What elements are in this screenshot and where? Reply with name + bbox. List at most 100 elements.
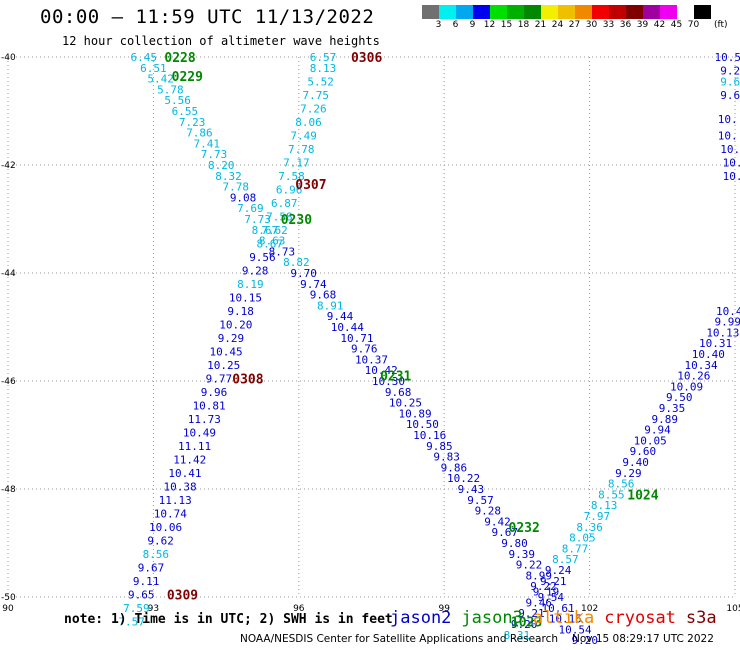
swh-data-label: 5.56 [164, 94, 191, 107]
color-scale-swatch [609, 5, 626, 19]
swh-data-label: 10.25 [389, 397, 422, 410]
swh-data-label: 9.44 [327, 310, 354, 323]
color-scale-label: 18 [517, 20, 530, 30]
swh-data-label: 9.68 [310, 289, 337, 302]
swh-data-label: 7.41 [193, 137, 220, 150]
swh-data-label: 7.73 [201, 148, 228, 161]
legend-item: jason2 [390, 608, 452, 628]
swh-data-label: 9.46 [525, 596, 552, 609]
swh-data-label: 5.78 [157, 83, 184, 96]
swh-data-label: 11.13 [159, 494, 192, 507]
swh-data-label: 10.42 [365, 364, 398, 377]
swh-data-label: 10.06 [149, 521, 182, 534]
swh-data-label: 8.13 [591, 499, 618, 512]
swh-data-label: 11.11 [178, 440, 211, 453]
color-scale-label: 6 [452, 20, 459, 30]
swh-data-label: 9.22 [530, 580, 557, 593]
swh-data-label: 10.45 [210, 345, 243, 358]
swh-data-label: 6.51 [140, 62, 167, 75]
swh-data-label: 9.18 [227, 305, 254, 318]
x-tick-label: 99 [438, 604, 450, 614]
swh-data-label: 9.96 [201, 386, 228, 399]
x-tick-label: 93 [148, 604, 159, 614]
chart-subtitle: 12 hour collection of altimeter wave hei… [62, 34, 380, 48]
swh-data-label: 7.58 [266, 210, 293, 223]
swh-data-label: 9.56 [249, 251, 276, 264]
time-label: 0231 [380, 370, 411, 385]
time-label: 0306 [351, 51, 382, 66]
color-scale-swatch [592, 5, 609, 19]
swh-data-label: 9.60 [630, 445, 657, 458]
time-label: 0232 [509, 521, 540, 536]
swh-data-label: 10.30 [372, 375, 405, 388]
color-scale-swatch [422, 5, 439, 19]
time-label: 0230 [281, 213, 312, 228]
swh-data-label: 8.13 [310, 62, 337, 75]
color-scale-swatch [643, 5, 660, 19]
swh-data-label: 8.56 [608, 478, 635, 491]
swh-data-label: 8.36 [576, 521, 603, 534]
swh-data-label: 10.61 [542, 602, 575, 615]
swh-data-label: 6.96 [276, 183, 303, 196]
swh-data-label: 10.5 [714, 51, 740, 64]
swh-data-label: 11.42 [173, 453, 206, 466]
color-scale-label: 39 [636, 20, 649, 30]
swh-data-label: 6.55 [172, 105, 199, 118]
swh-data-label: 9.40 [622, 456, 649, 469]
swh-data-label: 9.86 [441, 461, 468, 474]
credit-line: NOAA/NESDIS Center for Satellite Applica… [240, 633, 714, 645]
generated-time: Nov 15 08:29:17 UTC 2022 [572, 633, 714, 645]
swh-data-label: 5.42 [147, 73, 174, 86]
color-scale-label: 36 [619, 20, 632, 30]
swh-data-label: 9.85 [426, 440, 453, 453]
swh-data-label: 7.26 [300, 102, 327, 115]
swh-data-label: 9.67 [138, 561, 165, 574]
swh-data-label: 9.39 [508, 548, 535, 561]
swh-data-label: 7.23 [179, 116, 206, 129]
swh-data-label: 10.38 [163, 480, 196, 493]
swh-data-label: 9.2 [720, 65, 740, 78]
swh-data-label: 9.54 [538, 591, 565, 604]
swh-data-label: 9.08 [230, 191, 257, 204]
color-scale-swatch [677, 5, 694, 19]
swh-data-label: 9.20 [572, 634, 599, 647]
swh-data-label: 9.65 [128, 588, 155, 601]
swh-data-label: 10.50 [406, 418, 439, 431]
swh-data-label: 10.40 [692, 348, 725, 361]
x-tick-label: 90 [2, 604, 14, 614]
time-label: 0229 [172, 70, 203, 85]
swh-data-label: 8.91 [317, 299, 344, 312]
y-tick-label: -44 [1, 269, 16, 279]
swh-data-label: 8.77 [562, 542, 589, 555]
swh-data-label: 6.87 [271, 197, 298, 210]
satellite-legend: jason2 jason3 altika cryosat s3a [390, 608, 717, 628]
color-scale-swatch [694, 5, 711, 19]
swh-data-label: 10.15 [549, 613, 582, 626]
swh-data-label: 9.43 [458, 483, 485, 496]
swh-data-label: 7.78 [288, 143, 315, 156]
swh-data-label: 9.21 [518, 607, 545, 620]
swh-data-label: 8.67 [252, 224, 279, 237]
color-scale-label: 3 [435, 20, 442, 30]
x-tick-label: 96 [293, 604, 305, 614]
swh-data-label: 9.11 [133, 575, 160, 588]
color-scale-label: 12 [483, 20, 496, 30]
swh-data-label: 10.15 [229, 291, 262, 304]
swh-data-label: 9.19 [533, 586, 560, 599]
time-label: 1024 [627, 488, 658, 503]
swh-data-label: 10.41 [168, 467, 201, 480]
swh-data-label: 7.69 [237, 202, 264, 215]
swh-data-label: 10. [718, 129, 738, 142]
swh-data-label: 10.25 [207, 359, 240, 372]
swh-data-label: 9.29 [615, 467, 642, 480]
color-scale-swatch [439, 5, 456, 19]
swh-data-label: 7.58 [278, 170, 305, 183]
chart-title: 00:00 — 11:59 UTC 11/13/2022 [40, 6, 375, 28]
color-scale-label: 45 [670, 20, 683, 30]
y-tick-label: -40 [1, 53, 16, 63]
time-label: 0309 [167, 588, 198, 603]
swh-data-label: 9.77 [206, 372, 233, 385]
color-scale-bar [422, 5, 711, 19]
swh-data-label: 8.56 [143, 548, 170, 561]
